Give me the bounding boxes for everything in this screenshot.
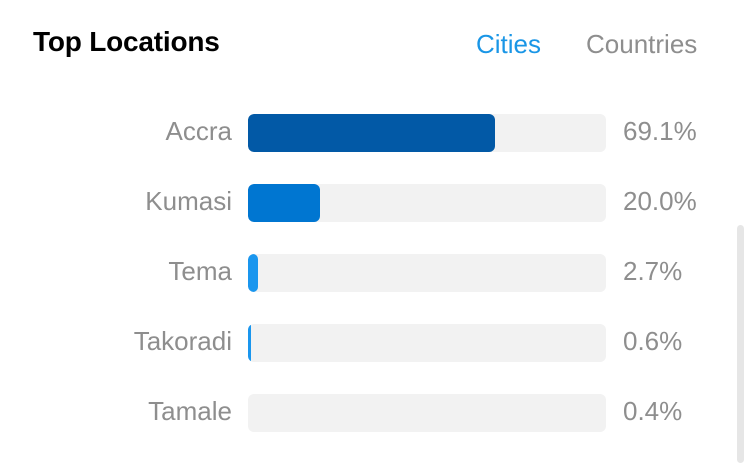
- location-row-accra: Accra 69.1%: [0, 113, 750, 153]
- location-bar-track: [248, 394, 606, 432]
- location-name: Tamale: [148, 396, 232, 426]
- section-title: Top Locations: [33, 26, 220, 57]
- location-name: Kumasi: [145, 186, 232, 216]
- location-percent: 0.4%: [623, 396, 683, 426]
- location-bar-track: [248, 114, 606, 152]
- location-bar-track: [248, 184, 606, 222]
- location-row-kumasi: Kumasi 20.0%: [0, 183, 750, 223]
- location-percent: 20.0%: [623, 186, 697, 216]
- location-bar-fill: [248, 254, 258, 292]
- location-row-tamale: Tamale 0.4%: [0, 393, 750, 433]
- location-name: Takoradi: [133, 326, 232, 356]
- location-bar-fill: [248, 114, 496, 152]
- location-percent: 69.1%: [623, 116, 697, 146]
- tab-countries[interactable]: Countries: [586, 29, 698, 59]
- scrollbar[interactable]: [737, 225, 744, 463]
- location-row-tema: Tema 2.7%: [0, 253, 750, 293]
- location-percent: 2.7%: [623, 256, 683, 286]
- location-bar-fill: [248, 324, 251, 362]
- location-bar-track: [248, 254, 606, 292]
- locations-list: Accra 69.1% Kumasi 20.0% Tema 2.7% Takor…: [0, 113, 750, 463]
- location-name: Accra: [165, 116, 232, 146]
- location-bar-fill: [248, 184, 320, 222]
- location-percent: 0.6%: [623, 326, 683, 356]
- tab-cities[interactable]: Cities: [476, 29, 542, 59]
- location-row-takoradi: Takoradi 0.6%: [0, 323, 750, 363]
- location-name: Tema: [168, 256, 232, 286]
- location-bar-track: [248, 324, 606, 362]
